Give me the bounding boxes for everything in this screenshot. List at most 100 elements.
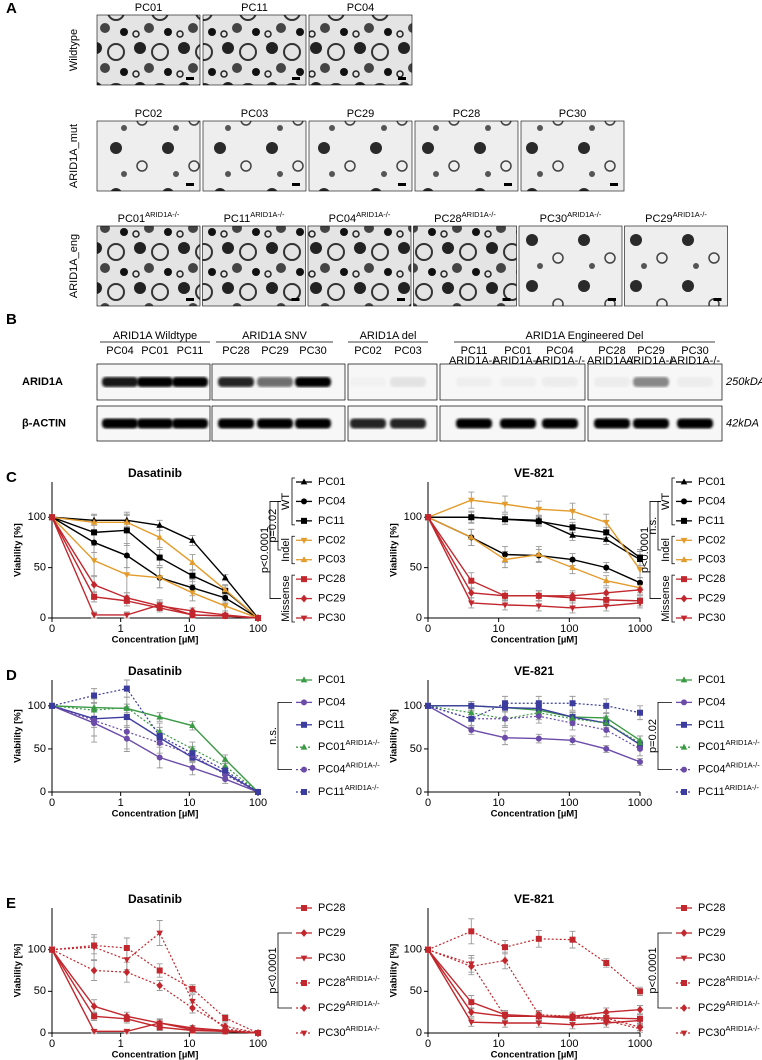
- data-point: [603, 726, 610, 733]
- legend-label-text: PC11: [698, 515, 725, 527]
- legend-label-text: PC01: [318, 741, 346, 753]
- x-tick-label: 100: [249, 623, 267, 635]
- image-label-text: PC29: [347, 108, 375, 120]
- scale-bar: [502, 298, 511, 301]
- data-point: [300, 556, 308, 563]
- data-point: [468, 999, 475, 1006]
- legend-label-text: PC02: [698, 534, 726, 546]
- image-label: PC04ARID1A-/-: [329, 210, 391, 225]
- blot-label: ARID1A: [22, 376, 63, 388]
- legend-label: PC11ARID1A-/-: [318, 783, 379, 798]
- data-point: [535, 700, 542, 707]
- blot-size: 42kDA: [726, 417, 759, 429]
- x-axis-label: Concentration [µM]: [491, 635, 578, 646]
- legend-label: PC04: [318, 696, 346, 708]
- data-point: [301, 766, 307, 773]
- image-label-sup: ARID1A-/-: [462, 210, 497, 219]
- x-tick-label: 100: [249, 797, 267, 809]
- legend-label: PC28: [318, 902, 346, 914]
- data-point: [222, 1015, 229, 1021]
- comparison-label: p=0.02: [647, 719, 659, 753]
- image-label-text: PC02: [135, 108, 163, 120]
- data-point: [603, 702, 610, 709]
- data-point: [569, 715, 576, 722]
- data-point: [123, 968, 131, 977]
- data-point: [637, 709, 643, 716]
- data-point: [123, 685, 130, 692]
- panel-letter: B: [6, 311, 17, 328]
- data-point: [680, 1030, 688, 1037]
- y-tick-label: 0: [40, 1027, 46, 1039]
- y-axis-label: Viability [%]: [389, 523, 400, 577]
- legend-label: PC01: [318, 674, 346, 686]
- blot-band: [456, 418, 492, 429]
- x-tick-label: 100: [560, 623, 578, 635]
- lane-label: PC29: [637, 345, 665, 357]
- data-point: [637, 745, 643, 752]
- comparison-bracket: [657, 702, 672, 770]
- legend-label-text: PC01: [698, 741, 726, 753]
- series-line: [427, 705, 641, 763]
- data-point: [123, 728, 130, 735]
- scale-bar: [398, 183, 406, 186]
- data-point: [502, 551, 509, 558]
- data-point: [189, 985, 196, 992]
- x-tick-label: 10: [183, 1038, 195, 1050]
- image-label-text: PC11: [224, 213, 251, 225]
- data-point: [502, 700, 509, 707]
- data-point: [189, 590, 196, 597]
- data-point: [602, 719, 610, 726]
- legend-label: PC04: [698, 495, 726, 507]
- y-tick-label: 100: [404, 511, 422, 523]
- data-point: [501, 591, 509, 600]
- data-point: [300, 1004, 308, 1012]
- scale-bar: [186, 77, 194, 80]
- data-point: [569, 524, 576, 531]
- lane-label: PC04: [546, 345, 574, 357]
- legend-label: PC28ARID1A-/-: [318, 974, 380, 989]
- micrograph: [520, 120, 625, 192]
- blot-band: [295, 418, 331, 429]
- group-bracket: [671, 574, 675, 623]
- data-point: [602, 603, 610, 610]
- data-point: [569, 720, 576, 727]
- legend-label-text: PC11: [698, 786, 725, 798]
- data-point: [189, 572, 196, 579]
- chart-title: Dasatinib: [128, 892, 182, 906]
- data-point: [637, 988, 643, 995]
- blot-band: [456, 377, 492, 387]
- x-tick-label: 0: [425, 1038, 431, 1050]
- blot-band: [102, 418, 138, 429]
- data-point: [300, 615, 308, 622]
- blot-band: [102, 377, 138, 387]
- x-axis-label: Concentration [µM]: [112, 635, 199, 646]
- blot-band: [542, 418, 578, 429]
- data-point: [300, 537, 308, 544]
- x-tick-label: 10: [493, 797, 505, 809]
- lane-label: PC28: [598, 345, 626, 357]
- legend-label: PC01ARID1A-/-: [318, 738, 380, 753]
- data-point: [468, 588, 475, 597]
- data-point: [425, 702, 431, 709]
- legend-label-text: PC02: [318, 534, 346, 546]
- image-label-text: PC28: [453, 108, 481, 120]
- micrograph: [624, 225, 728, 307]
- lane-label: PC02: [354, 345, 382, 357]
- legend-label: PC01: [318, 476, 346, 488]
- data-point: [90, 558, 98, 565]
- data-point: [156, 602, 163, 609]
- micrograph: [307, 225, 412, 307]
- scale-bar: [398, 77, 406, 80]
- legend-label: PC30ARID1A-/-: [698, 1024, 760, 1039]
- data-point: [535, 1020, 543, 1027]
- x-tick-label: 0: [425, 797, 431, 809]
- x-tick-label: 1000: [628, 623, 652, 635]
- image-label: PC28: [453, 108, 481, 120]
- blot-band: [295, 377, 331, 387]
- legend-label: PC30: [698, 952, 726, 964]
- micrograph: [96, 14, 201, 86]
- blot-band: [137, 377, 173, 387]
- legend-label-text: PC30: [698, 1027, 726, 1039]
- data-point: [681, 905, 687, 911]
- group-bracket: [291, 477, 295, 526]
